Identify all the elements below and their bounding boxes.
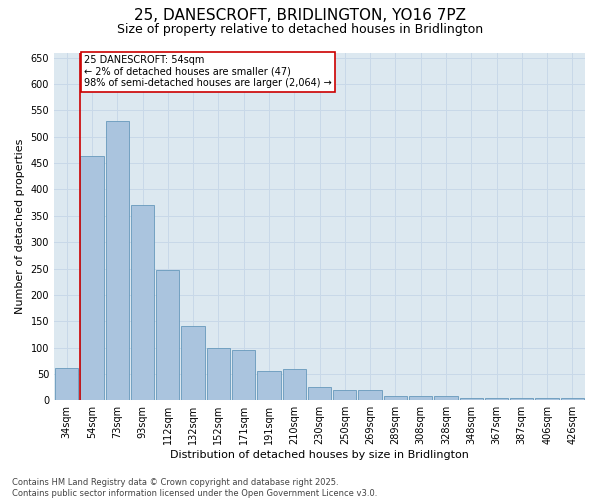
X-axis label: Distribution of detached houses by size in Bridlington: Distribution of detached houses by size … — [170, 450, 469, 460]
Text: Contains HM Land Registry data © Crown copyright and database right 2025.
Contai: Contains HM Land Registry data © Crown c… — [12, 478, 377, 498]
Text: 25, DANESCROFT, BRIDLINGTON, YO16 7PZ: 25, DANESCROFT, BRIDLINGTON, YO16 7PZ — [134, 8, 466, 22]
Bar — [384, 396, 407, 400]
Bar — [434, 396, 458, 400]
Y-axis label: Number of detached properties: Number of detached properties — [15, 138, 25, 314]
Bar — [485, 398, 508, 400]
Bar — [308, 387, 331, 400]
Bar — [156, 270, 179, 400]
Bar — [257, 371, 281, 400]
Bar — [80, 156, 104, 400]
Bar — [333, 390, 356, 400]
Bar — [232, 350, 256, 400]
Bar — [181, 326, 205, 400]
Bar — [131, 206, 154, 400]
Bar — [283, 368, 306, 400]
Bar — [358, 390, 382, 400]
Bar — [106, 121, 129, 400]
Bar — [510, 398, 533, 400]
Bar — [207, 348, 230, 400]
Bar — [460, 398, 483, 400]
Bar — [409, 396, 432, 400]
Bar — [561, 398, 584, 400]
Bar — [55, 368, 79, 400]
Bar — [535, 398, 559, 400]
Text: Size of property relative to detached houses in Bridlington: Size of property relative to detached ho… — [117, 22, 483, 36]
Text: 25 DANESCROFT: 54sqm
← 2% of detached houses are smaller (47)
98% of semi-detach: 25 DANESCROFT: 54sqm ← 2% of detached ho… — [84, 55, 332, 88]
